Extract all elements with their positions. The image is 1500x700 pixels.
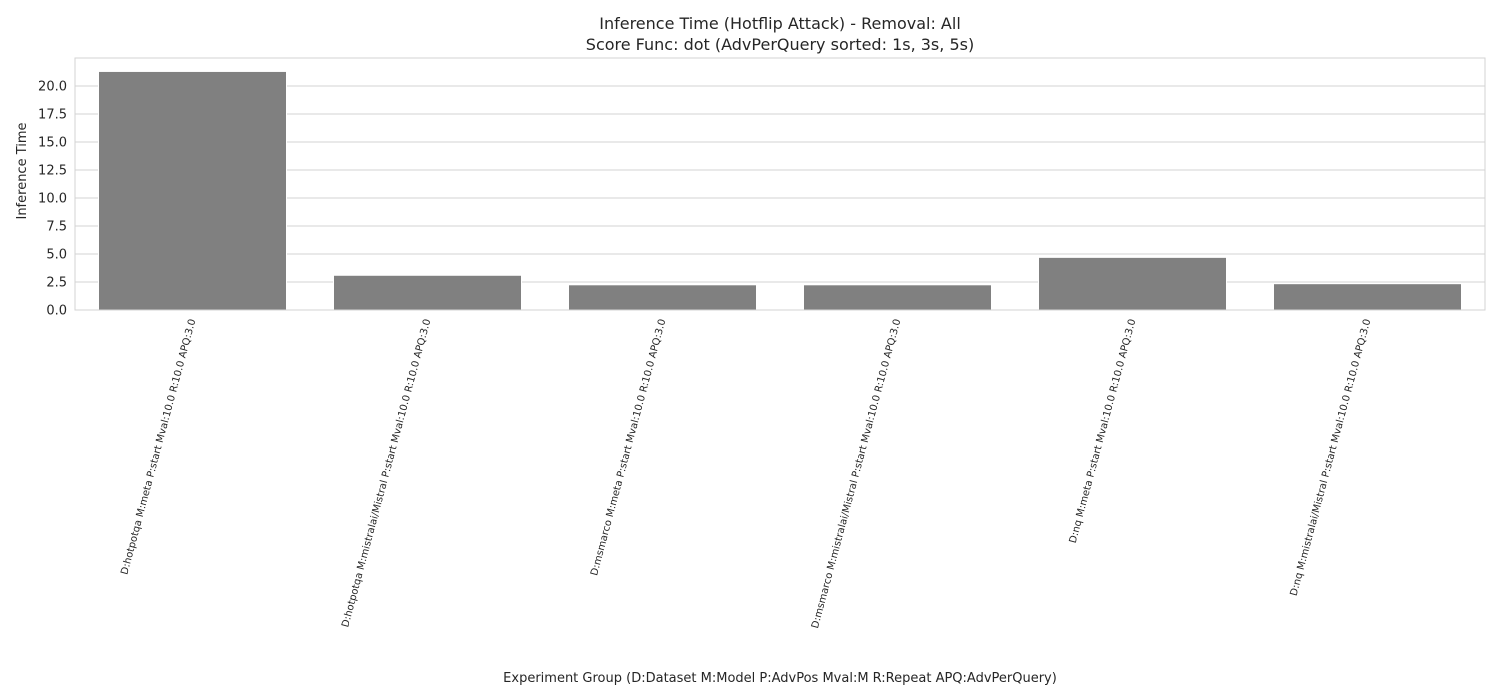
- x-tick-labels: D:hotpotqa M:meta P:start Mval:10.0 R:10…: [119, 318, 1373, 630]
- x-tick-label: D:nq M:meta P:start Mval:10.0 R:10.0 APQ…: [1068, 318, 1139, 545]
- y-axis-label: Inference Time: [15, 122, 30, 219]
- bar: [803, 284, 992, 311]
- x-tick-label: D:msmarco M:meta P:start Mval:10.0 R:10.…: [589, 318, 668, 577]
- y-tick-label: 2.5: [46, 276, 67, 291]
- y-tick-labels: 0.0 2.5 5.0 7.5 10.0 12.5 15.0 17.5 20.0: [38, 80, 67, 319]
- y-tick-label: 0.0: [46, 304, 67, 319]
- plot-frame: [74, 57, 1486, 311]
- chart-title: Inference Time (Hotflip Attack) - Remova…: [599, 14, 961, 33]
- y-tick-label: 20.0: [38, 80, 67, 95]
- bar: [98, 70, 287, 311]
- y-tick-label: 15.0: [38, 136, 67, 151]
- y-tick-label: 12.5: [38, 164, 67, 179]
- y-tick-label: 10.0: [38, 192, 67, 207]
- x-tick-label: D:msmarco M:mistralai/Mistral P:start Mv…: [810, 318, 903, 630]
- bar: [1038, 256, 1227, 311]
- x-tick-label: D:hotpotqa M:meta P:start Mval:10.0 R:10…: [119, 318, 198, 576]
- y-tick-label: 5.0: [46, 248, 67, 263]
- bars: [98, 70, 1462, 311]
- bar: [333, 274, 522, 311]
- x-tick-label: D:hotpotqa M:mistralai/Mistral P:start M…: [340, 318, 433, 629]
- x-axis-label: Experiment Group (D:Dataset M:Model P:Ad…: [503, 671, 1057, 686]
- x-tick-label: D:nq M:mistralai/Mistral P:start Mval:10…: [1289, 318, 1374, 597]
- y-tick-label: 17.5: [38, 108, 67, 123]
- grid-lines: [75, 85, 1485, 311]
- y-tick-label: 7.5: [46, 220, 67, 235]
- chart-subtitle: Score Func: dot (AdvPerQuery sorted: 1s,…: [586, 35, 974, 54]
- bar: [568, 284, 757, 311]
- bar: [1273, 283, 1462, 311]
